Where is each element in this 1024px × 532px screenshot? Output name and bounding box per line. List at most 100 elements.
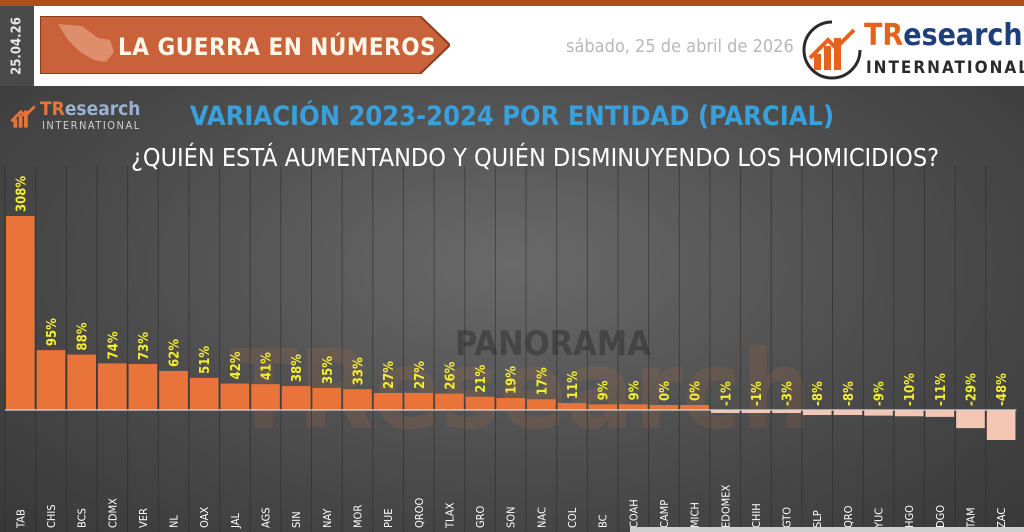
category-label: NAC [535, 507, 548, 528]
category-label: ZAC [995, 508, 1008, 528]
tresearch-logo-small: TResearch INTERNATIONAL [6, 98, 146, 138]
value-label: 27% [382, 361, 397, 389]
value-label: 0% [689, 381, 704, 401]
value-label: 17% [535, 367, 550, 395]
category-label: BC [597, 514, 610, 528]
chart-panel: TResearch PANORAMA TResearch INTERNATION… [0, 86, 1024, 532]
value-label: -1% [750, 381, 765, 406]
category-label: BCS [76, 508, 89, 528]
category-label: QRO [842, 505, 855, 528]
value-label: 9% [597, 380, 612, 400]
bar-pue [373, 392, 403, 410]
bar-slp [802, 410, 832, 415]
bar-nl [159, 370, 188, 410]
bar-mich [680, 405, 709, 410]
category-label: OAX [198, 507, 211, 528]
section-banner-label: LA GUERRA EN NÚMEROS [118, 33, 437, 61]
bar-chart: 308% TAB 95% CHIS 88% BCS 74% CDMX 73% VER 62% NL 51… [4, 166, 1017, 532]
category-label: CHIH [750, 503, 763, 528]
bar-jal [220, 383, 250, 410]
bar-mor [343, 389, 372, 410]
tresearch-logo-small-icon [10, 105, 36, 128]
value-label: 51% [198, 346, 213, 374]
bar-son [496, 398, 526, 410]
category-label: GTO [781, 507, 794, 528]
publication-date: sábado, 25 de abril de 2026 [566, 36, 794, 57]
value-label: 41% [260, 352, 275, 380]
date-stamp-text: 25.04.26 [9, 17, 25, 75]
date-stamp: 25.04.26 [0, 6, 34, 86]
bar-oax [189, 377, 219, 410]
value-label: 95% [45, 318, 60, 346]
bar-tab [6, 216, 35, 410]
bar-nay [312, 387, 342, 410]
section-banner [40, 16, 450, 74]
bar-tlax [435, 393, 464, 410]
footer-strip [630, 527, 1024, 532]
bar-chis [36, 350, 66, 410]
value-label: 62% [168, 339, 183, 367]
tresearch-logo: TResearch INTERNATIONAL [800, 18, 1024, 82]
value-label: -1% [719, 381, 734, 406]
value-label: 73% [137, 332, 152, 360]
value-label: 42% [229, 351, 244, 379]
bar-sin [281, 386, 311, 410]
top-accent-bar [0, 0, 1024, 6]
value-label: 19% [505, 366, 520, 394]
bar-yuc [864, 410, 893, 416]
category-label: JAL [229, 513, 242, 529]
value-label: -48% [995, 373, 1010, 406]
value-label: -9% [873, 381, 888, 406]
bar-coah [619, 404, 648, 410]
value-label: 33% [351, 357, 366, 385]
value-label: 38% [290, 354, 305, 382]
bar-bc [588, 404, 617, 410]
category-label: VER [137, 508, 150, 528]
value-label: -29% [964, 373, 979, 406]
category-label: SIN [290, 511, 303, 528]
bar-nac [527, 399, 556, 410]
category-label: CAMP [658, 500, 671, 528]
value-label: 11% [566, 371, 581, 399]
value-label: -3% [781, 381, 796, 406]
bar-bcs [67, 354, 96, 410]
category-label: NL [168, 515, 181, 528]
category-label: HGO [903, 505, 916, 528]
value-label: -11% [934, 373, 949, 406]
value-label: 308% [14, 176, 29, 212]
tresearch-logo-icon [802, 20, 862, 80]
category-label: CHIS [45, 504, 58, 528]
category-label: QROO [413, 498, 426, 528]
value-label: -8% [842, 381, 857, 406]
category-label: EDOMEX [719, 485, 732, 528]
mexico-map-icon [58, 24, 114, 62]
category-label: PUE [382, 509, 395, 528]
tresearch-logo-small-brand: TResearch [40, 98, 141, 120]
bar-chih [741, 410, 771, 413]
category-label: MICH [689, 502, 702, 528]
category-label: CDMX [106, 498, 119, 528]
value-label: 0% [658, 381, 673, 401]
bar-ver [128, 364, 158, 410]
category-label: TAM [964, 508, 977, 530]
tresearch-logo-sub: INTERNATIONAL [866, 58, 1024, 78]
value-label: 35% [321, 356, 336, 384]
bar-qroo [404, 392, 434, 410]
tresearch-logo-small-sub: INTERNATIONAL [42, 119, 141, 132]
value-label: -10% [903, 373, 918, 406]
bar-qro [833, 410, 863, 415]
value-label: 74% [106, 331, 121, 359]
tresearch-logo-brand: TResearch [864, 18, 1023, 53]
bar-gro [465, 396, 495, 410]
value-label: 9% [627, 380, 642, 400]
category-label: COL [566, 507, 579, 528]
category-label: GRO [474, 505, 487, 528]
chart-title: VARIACIÓN 2023-2024 POR ENTIDAD (PARCIAL… [189, 101, 835, 132]
value-label: 26% [443, 361, 458, 389]
bar-dgo [925, 410, 955, 417]
bar-camp [649, 405, 679, 410]
category-label: COAH [627, 499, 640, 528]
category-label: TAB [14, 509, 27, 529]
category-label: YUC [873, 508, 886, 529]
bar-edomex [710, 410, 740, 413]
